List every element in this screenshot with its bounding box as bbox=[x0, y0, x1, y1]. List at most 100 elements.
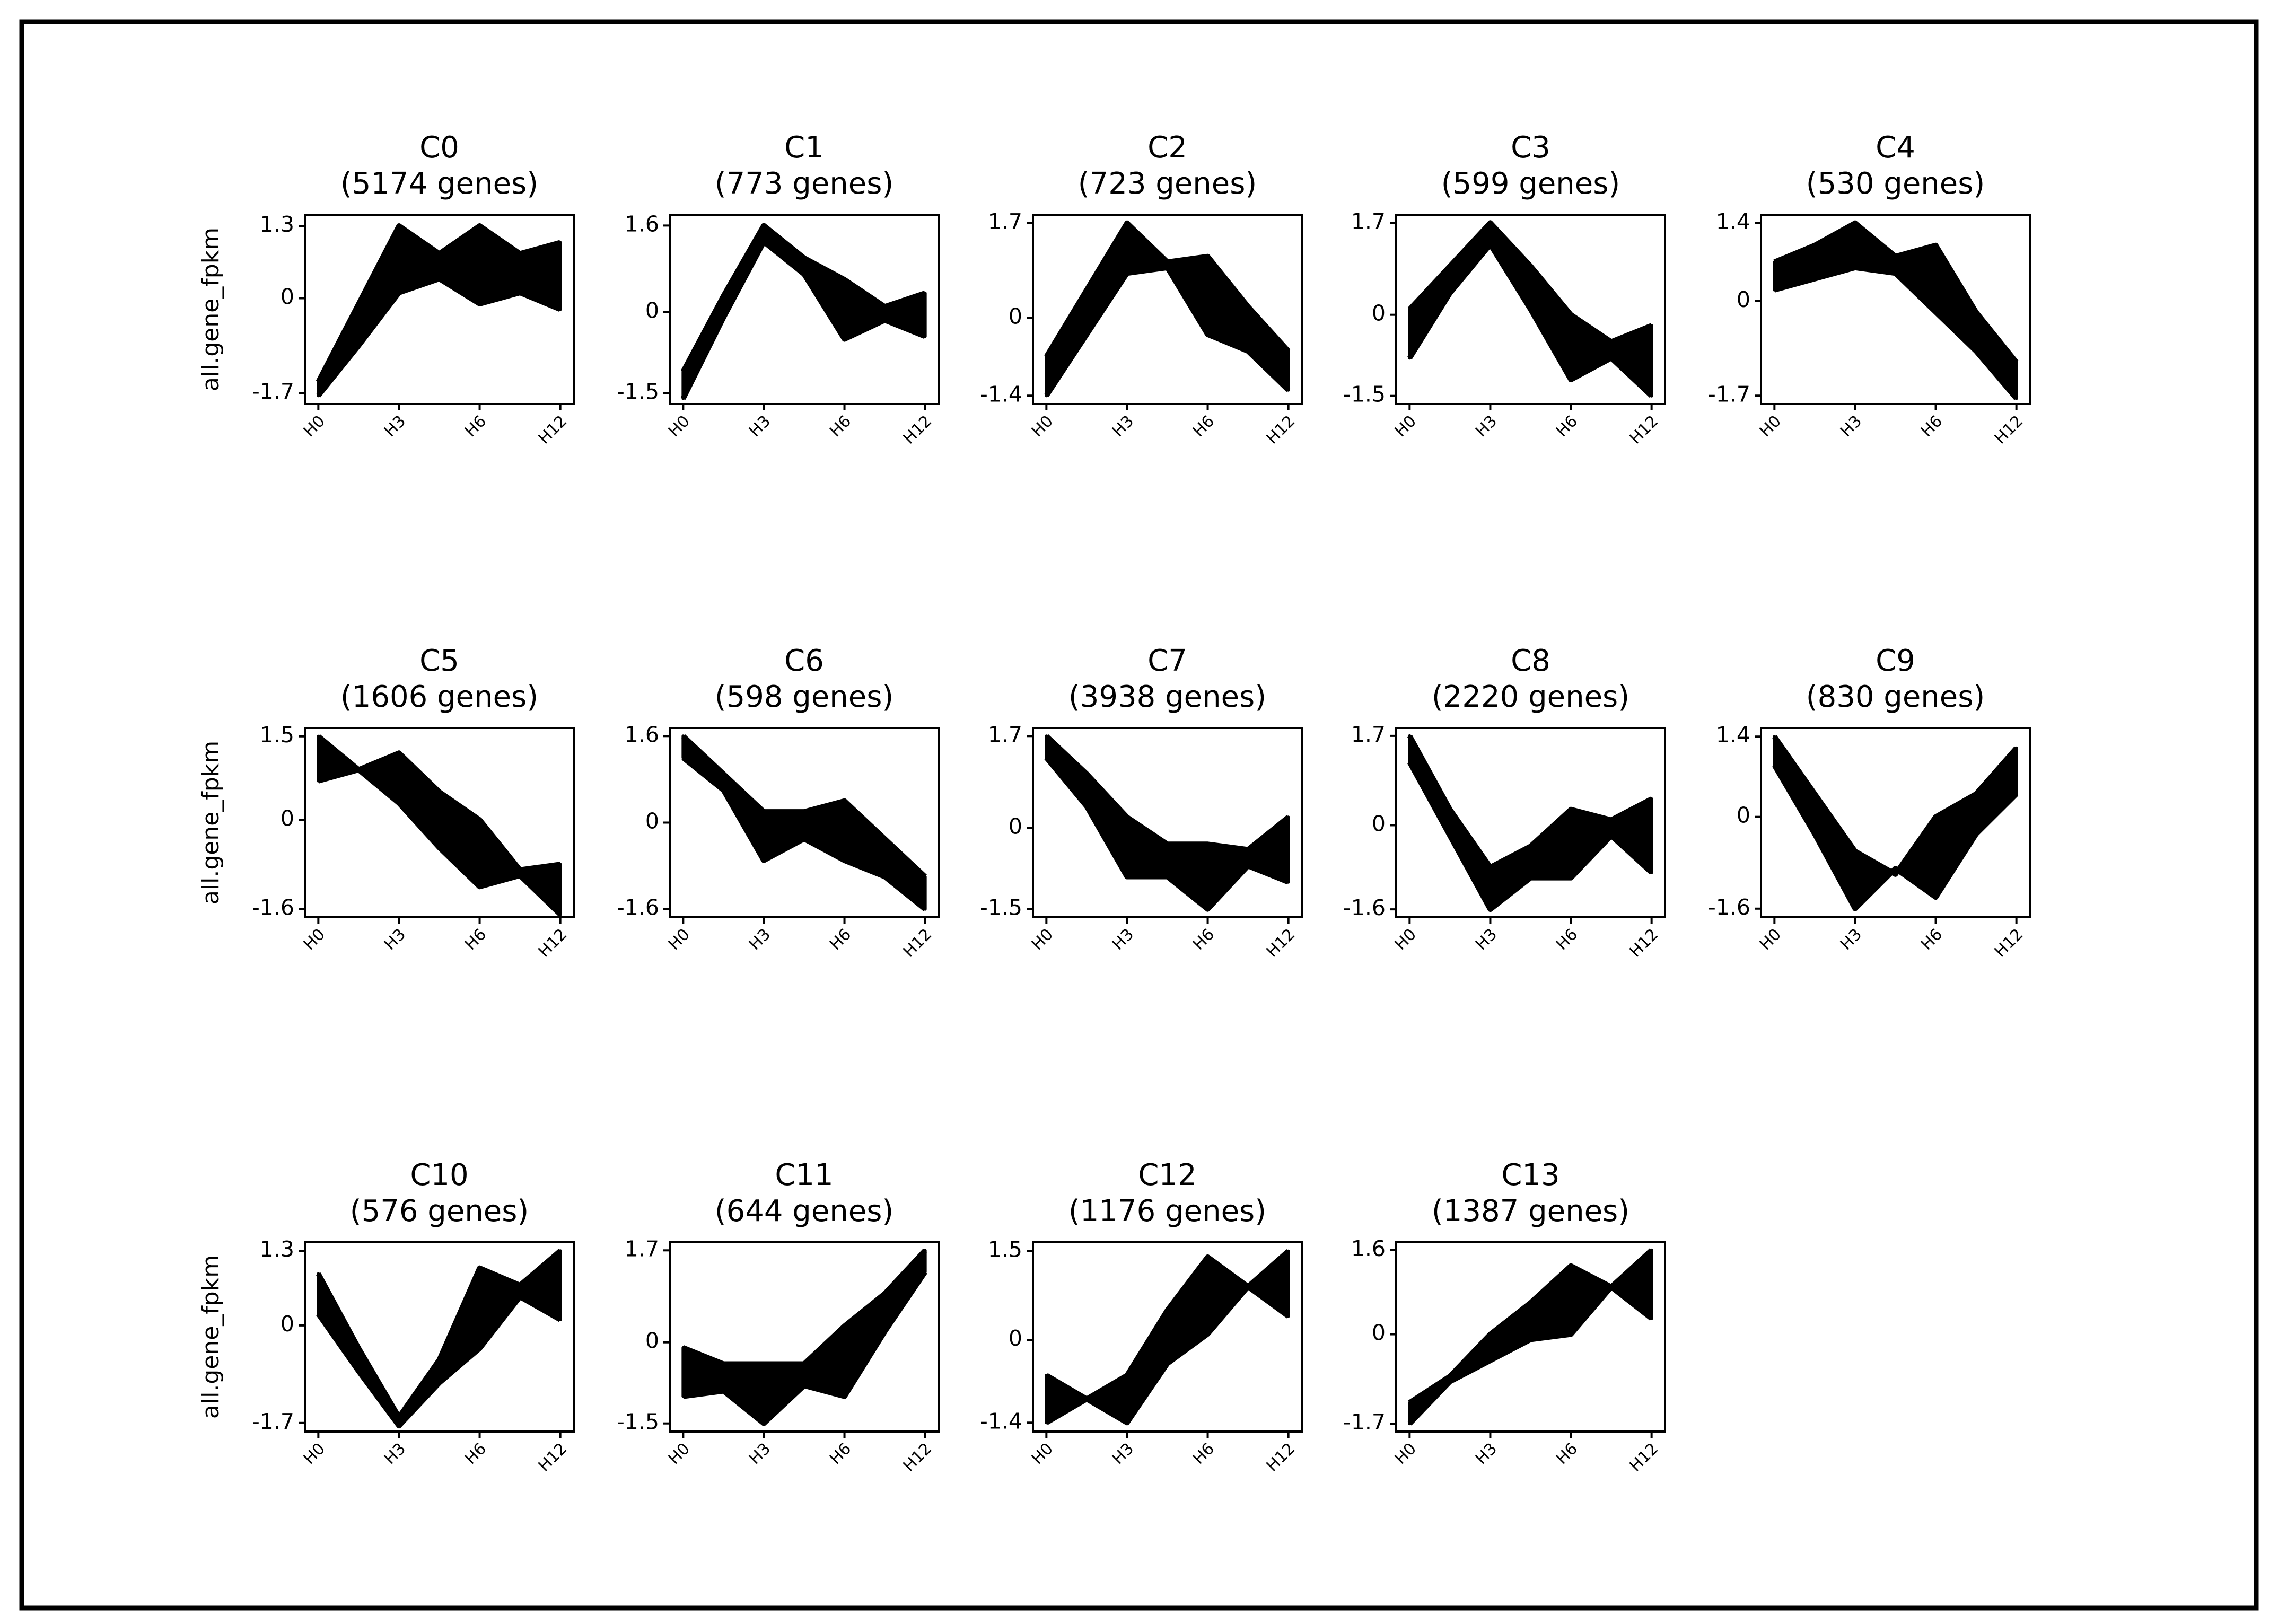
y-tick-label: 1.7 bbox=[625, 1236, 659, 1261]
profile-envelope bbox=[681, 734, 927, 879]
profile-envelope bbox=[1045, 1284, 1290, 1426]
axes-frame bbox=[1032, 214, 1303, 405]
y-tick-label: 1.3 bbox=[260, 212, 294, 237]
axes-frame bbox=[1760, 214, 2031, 405]
panel-title: C11 bbox=[775, 1158, 833, 1192]
y-tick-label: 0 bbox=[645, 1328, 659, 1354]
y-axis-label: all.gene_fpkm bbox=[197, 227, 224, 391]
panel-subtitle: (3938 genes) bbox=[1068, 680, 1266, 714]
y-tick-label: -1.7 bbox=[1343, 1409, 1386, 1435]
profile-envelope bbox=[1044, 220, 1291, 358]
profile-envelope bbox=[316, 1294, 562, 1429]
y-tick-label: -1.4 bbox=[980, 381, 1022, 407]
y-tick-label: 0 bbox=[281, 1311, 294, 1337]
y-tick-label: -1.5 bbox=[980, 895, 1022, 920]
axes-frame bbox=[304, 727, 575, 918]
profile-envelope bbox=[1407, 734, 1653, 870]
panel-subtitle: (598 genes) bbox=[715, 680, 894, 714]
axes-frame bbox=[1395, 1241, 1666, 1433]
panel-title: C5 bbox=[419, 644, 459, 678]
panel-title: C12 bbox=[1138, 1158, 1196, 1192]
panel-title: C1 bbox=[784, 130, 824, 165]
panel-title: C2 bbox=[1147, 130, 1187, 165]
axes-frame bbox=[1395, 727, 1666, 918]
y-axis-label: all.gene_fpkm bbox=[197, 1255, 224, 1419]
axes-frame bbox=[669, 1241, 940, 1433]
profile-envelope bbox=[681, 756, 927, 911]
y-tick-label: 1.6 bbox=[1351, 1236, 1386, 1261]
y-tick-label: 1.7 bbox=[988, 209, 1022, 234]
profile-envelope bbox=[680, 239, 926, 400]
panel-title: C9 bbox=[1876, 644, 1915, 678]
y-tick-label: 0 bbox=[1009, 1325, 1022, 1351]
panel-subtitle: (1387 genes) bbox=[1432, 1194, 1629, 1228]
y-tick-label: -1.6 bbox=[252, 894, 294, 920]
profile-envelope bbox=[1044, 265, 1291, 397]
panel-title: C13 bbox=[1501, 1158, 1559, 1192]
panel-title: C6 bbox=[784, 644, 824, 678]
profile-envelope bbox=[1773, 220, 2019, 364]
y-tick-label: -1.7 bbox=[252, 379, 294, 404]
profile-envelope bbox=[316, 1249, 562, 1420]
panel-subtitle: (723 genes) bbox=[1078, 166, 1257, 201]
profile-envelope bbox=[1772, 735, 2019, 877]
y-tick-label: 1.7 bbox=[1351, 208, 1386, 234]
y-tick-label: 1.7 bbox=[1351, 722, 1386, 747]
y-tick-label: 1.4 bbox=[1716, 722, 1750, 748]
y-tick-label: 0 bbox=[1737, 287, 1750, 312]
axes-frame bbox=[1032, 1241, 1303, 1433]
panel-subtitle: (530 genes) bbox=[1806, 166, 1985, 201]
profile-envelope bbox=[1044, 734, 1290, 853]
axes-frame bbox=[304, 214, 575, 405]
y-tick-label: 0 bbox=[1372, 301, 1386, 326]
panel-subtitle: (599 genes) bbox=[1441, 166, 1620, 201]
y-tick-label: 1.6 bbox=[625, 211, 659, 236]
y-tick-label: -1.4 bbox=[980, 1408, 1022, 1434]
panel-subtitle: (1176 genes) bbox=[1068, 1194, 1266, 1228]
panel-title: C8 bbox=[1511, 644, 1550, 678]
y-tick-label: -1.6 bbox=[617, 895, 659, 920]
y-tick-label: 0 bbox=[1372, 1320, 1386, 1346]
panel-subtitle: (576 genes) bbox=[350, 1194, 529, 1228]
profile-envelope bbox=[318, 767, 563, 917]
axes-frame bbox=[304, 1241, 575, 1433]
y-tick-label: 1.5 bbox=[260, 722, 294, 748]
panel-title: C7 bbox=[1147, 644, 1187, 678]
y-tick-label: 0 bbox=[1737, 803, 1750, 828]
y-tick-label: 1.3 bbox=[260, 1236, 294, 1262]
y-tick-label: 1.7 bbox=[988, 722, 1022, 747]
panel-title: C0 bbox=[419, 130, 459, 165]
y-tick-label: -1.5 bbox=[617, 379, 659, 405]
y-tick-label: 1.4 bbox=[1716, 209, 1750, 234]
profile-envelope bbox=[1407, 761, 1654, 912]
y-tick-label: 0 bbox=[281, 284, 294, 310]
y-tick-label: -1.7 bbox=[252, 1409, 294, 1434]
y-tick-label: 0 bbox=[645, 298, 659, 323]
panel-title: C10 bbox=[410, 1158, 468, 1192]
y-tick-label: 1.5 bbox=[988, 1237, 1022, 1262]
y-tick-label: -1.5 bbox=[617, 1409, 659, 1435]
profile-envelope bbox=[1044, 756, 1290, 912]
y-tick-label: -1.5 bbox=[1343, 382, 1386, 407]
axes-frame bbox=[1760, 727, 2031, 918]
panel-subtitle: (2220 genes) bbox=[1432, 680, 1629, 714]
axes-frame bbox=[1032, 727, 1303, 918]
y-tick-label: 0 bbox=[1372, 811, 1386, 836]
profile-envelope bbox=[316, 223, 561, 383]
axes-frame bbox=[669, 214, 940, 405]
y-tick-label: 1.6 bbox=[625, 722, 659, 747]
profile-envelope bbox=[1772, 763, 2019, 911]
axes-frame bbox=[1395, 214, 1666, 405]
y-tick-label: 0 bbox=[1009, 814, 1022, 839]
y-tick-label: -1.6 bbox=[1708, 894, 1750, 920]
y-tick-label: 0 bbox=[645, 809, 659, 834]
profile-envelope bbox=[1407, 220, 1653, 345]
profile-envelope bbox=[316, 276, 562, 398]
panel-subtitle: (5174 genes) bbox=[340, 166, 538, 201]
profile-envelope bbox=[682, 1248, 927, 1367]
panel-title: C4 bbox=[1876, 130, 1915, 165]
profile-envelope bbox=[1407, 242, 1654, 398]
y-tick-label: 0 bbox=[1009, 303, 1022, 329]
